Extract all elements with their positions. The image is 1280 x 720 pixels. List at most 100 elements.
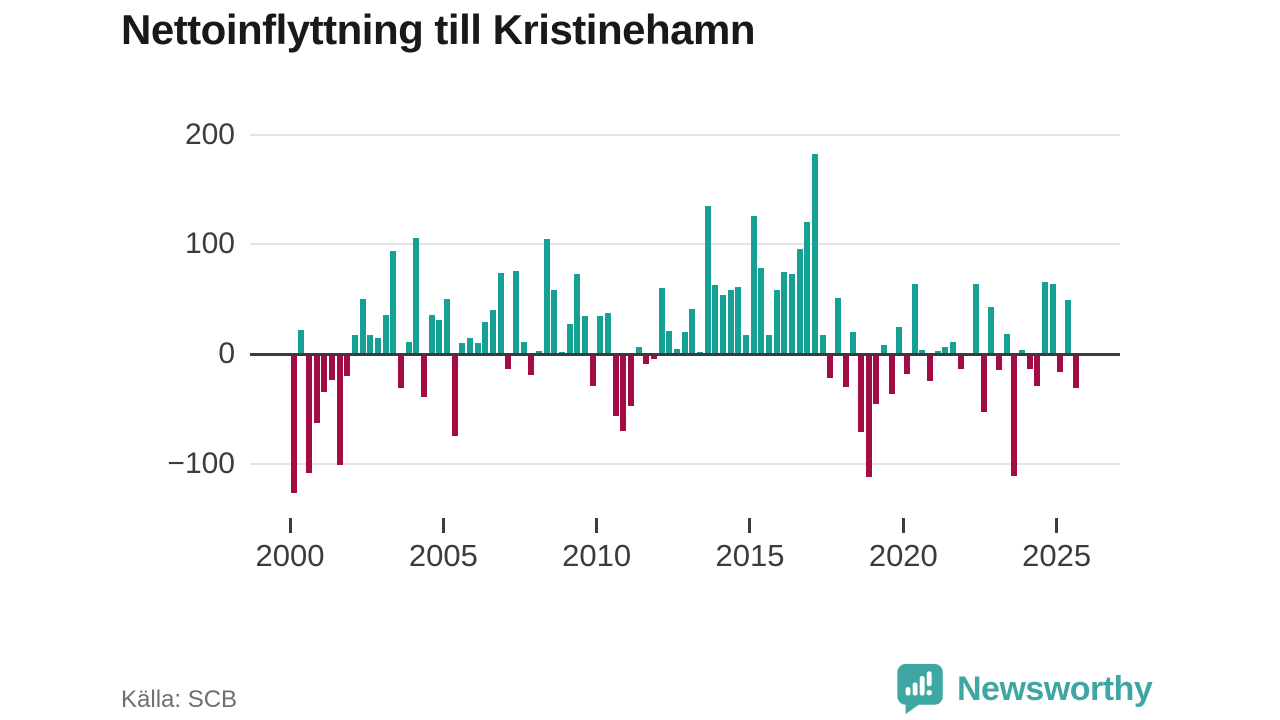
x-tick-2005 <box>441 518 445 533</box>
bar <box>804 222 811 354</box>
gridline-100 <box>250 243 1120 246</box>
bar <box>858 356 865 432</box>
bar <box>1003 334 1010 354</box>
bar <box>428 314 435 354</box>
bar <box>750 215 757 354</box>
bar <box>421 356 428 397</box>
bar <box>927 356 934 382</box>
bar <box>1026 356 1033 370</box>
bar <box>865 356 872 477</box>
bar <box>674 348 681 354</box>
bar <box>451 356 458 437</box>
bar <box>490 310 497 354</box>
bar <box>911 283 918 354</box>
bar <box>605 313 612 354</box>
bar <box>375 337 382 354</box>
newsworthy-logo: Newsworthy <box>897 663 1153 715</box>
bar <box>505 356 512 370</box>
bar <box>367 335 374 354</box>
bar <box>290 356 297 494</box>
bar <box>735 287 742 354</box>
bar <box>635 347 642 354</box>
bar <box>474 343 481 354</box>
bar <box>566 324 573 354</box>
bar <box>382 314 389 354</box>
bar <box>513 270 520 354</box>
bar <box>957 356 964 370</box>
bar <box>405 341 412 354</box>
y-tick-label-200: 200 <box>184 117 235 151</box>
bar <box>651 356 658 360</box>
gridline--100 <box>250 462 1120 465</box>
x-tick-label-2010: 2010 <box>562 538 632 573</box>
x-axis: 2000 2005 2010 2015 2020 2025 <box>250 515 1120 585</box>
bar <box>543 238 550 354</box>
bar <box>436 319 443 354</box>
bar <box>336 356 343 465</box>
bar <box>1019 349 1026 354</box>
zero-axis-line <box>250 353 1120 356</box>
bar <box>413 237 420 354</box>
y-tick-label-100: 100 <box>184 227 235 261</box>
bar <box>359 299 366 354</box>
bar <box>643 356 650 364</box>
bar <box>390 250 397 354</box>
bar <box>612 356 619 417</box>
bar <box>1049 283 1056 354</box>
bar <box>467 337 474 354</box>
bar <box>904 356 911 374</box>
bar <box>444 299 451 354</box>
bar <box>842 356 849 387</box>
y-tick-label--100: −100 <box>167 446 235 480</box>
bar <box>536 350 543 354</box>
bar <box>559 351 566 354</box>
bar <box>628 356 635 407</box>
bar <box>988 306 995 354</box>
bar <box>888 356 895 395</box>
bar <box>344 356 351 376</box>
bar <box>919 349 926 354</box>
bar <box>835 298 842 354</box>
bar <box>942 347 949 354</box>
x-tick-2020 <box>901 518 905 533</box>
bar <box>520 341 527 354</box>
bar <box>819 335 826 354</box>
bar <box>1042 281 1049 354</box>
bar <box>980 356 987 412</box>
bar <box>950 341 957 354</box>
bar <box>1034 356 1041 386</box>
bar <box>1065 300 1072 354</box>
y-axis-labels: 200 100 0 −100 <box>100 118 235 512</box>
bar <box>873 356 880 405</box>
y-tick-label-0: 0 <box>218 337 235 370</box>
bar <box>781 271 788 354</box>
bar <box>704 205 711 354</box>
bar <box>827 356 834 378</box>
source-note: Källa: SCB <box>121 686 238 713</box>
bar <box>689 309 696 354</box>
x-tick-label-2015: 2015 <box>715 538 785 573</box>
bar <box>934 350 941 354</box>
x-tick-2000 <box>288 518 292 533</box>
bar <box>582 315 589 354</box>
x-tick-label-2005: 2005 <box>408 538 478 573</box>
bar <box>973 283 980 354</box>
bar <box>697 351 704 354</box>
gridline-200 <box>250 133 1120 136</box>
bar <box>597 315 604 354</box>
bar <box>812 154 819 354</box>
bar <box>313 356 320 423</box>
bar <box>528 356 535 375</box>
bar <box>896 326 903 354</box>
bar <box>743 335 750 354</box>
bar <box>497 272 504 354</box>
bar <box>321 356 328 393</box>
bar <box>306 356 313 474</box>
bar <box>796 248 803 354</box>
bar-chart-plot-area <box>250 130 1120 512</box>
bar <box>720 294 727 354</box>
bar <box>298 329 305 354</box>
bar <box>398 356 405 388</box>
bar-chart-speech-bubble-icon <box>897 663 943 715</box>
bar <box>620 356 627 431</box>
